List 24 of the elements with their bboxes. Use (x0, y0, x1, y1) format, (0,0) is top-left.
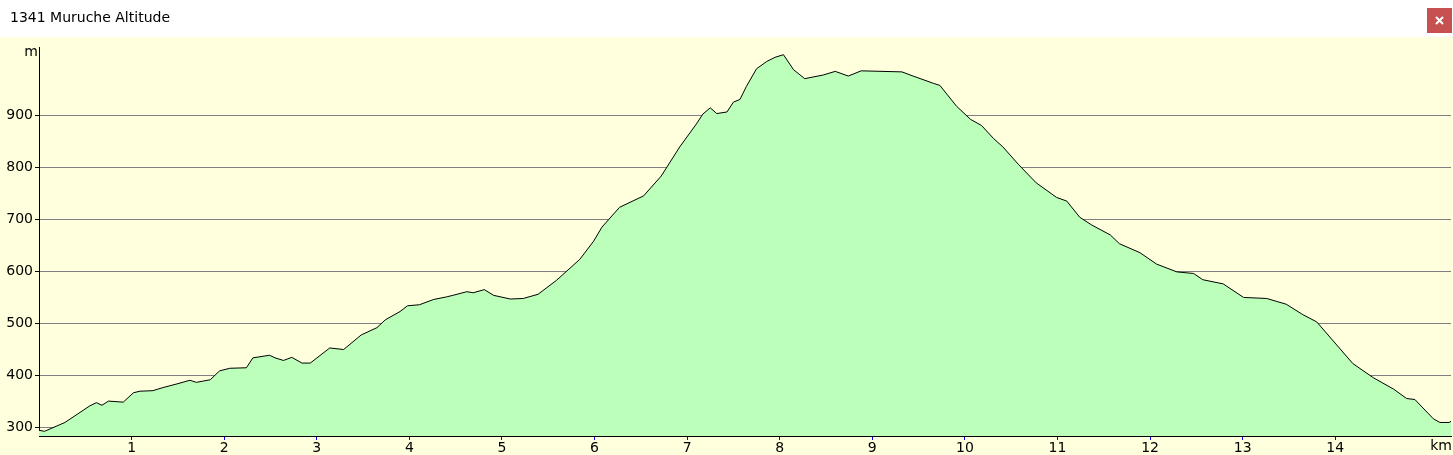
x-tick-label: 11 (1048, 439, 1067, 455)
x-tick-label: 1 (127, 439, 137, 455)
y-tick-label: 500 (6, 314, 33, 331)
x-axis-title: km (1430, 436, 1452, 453)
x-tick-label: 12 (1141, 439, 1159, 455)
x-tick-label: 6 (590, 439, 600, 455)
x-tick-label: 5 (497, 439, 507, 455)
x-tick-label: 7 (682, 439, 692, 455)
x-tick-label: 2 (219, 439, 229, 455)
y-tick-label: 900 (6, 105, 33, 122)
x-tick-label: 8 (775, 439, 785, 455)
x-tick-label: 4 (404, 439, 414, 455)
x-tick-label: 14 (1326, 439, 1345, 455)
y-tick-label: 600 (6, 262, 33, 279)
x-tick-label: 13 (1233, 439, 1252, 455)
chart-title: 1341 Muruche Altitude (10, 9, 171, 25)
y-tick-label: 700 (6, 209, 33, 226)
x-tick-label: 10 (955, 439, 974, 455)
y-tick-label: 400 (6, 366, 33, 383)
y-tick-label: 300 (6, 418, 33, 435)
x-tick-label: 9 (867, 439, 877, 455)
y-axis-title: m (24, 42, 38, 59)
y-tick-label: 800 (6, 157, 33, 174)
x-tick-label: 3 (312, 439, 322, 455)
